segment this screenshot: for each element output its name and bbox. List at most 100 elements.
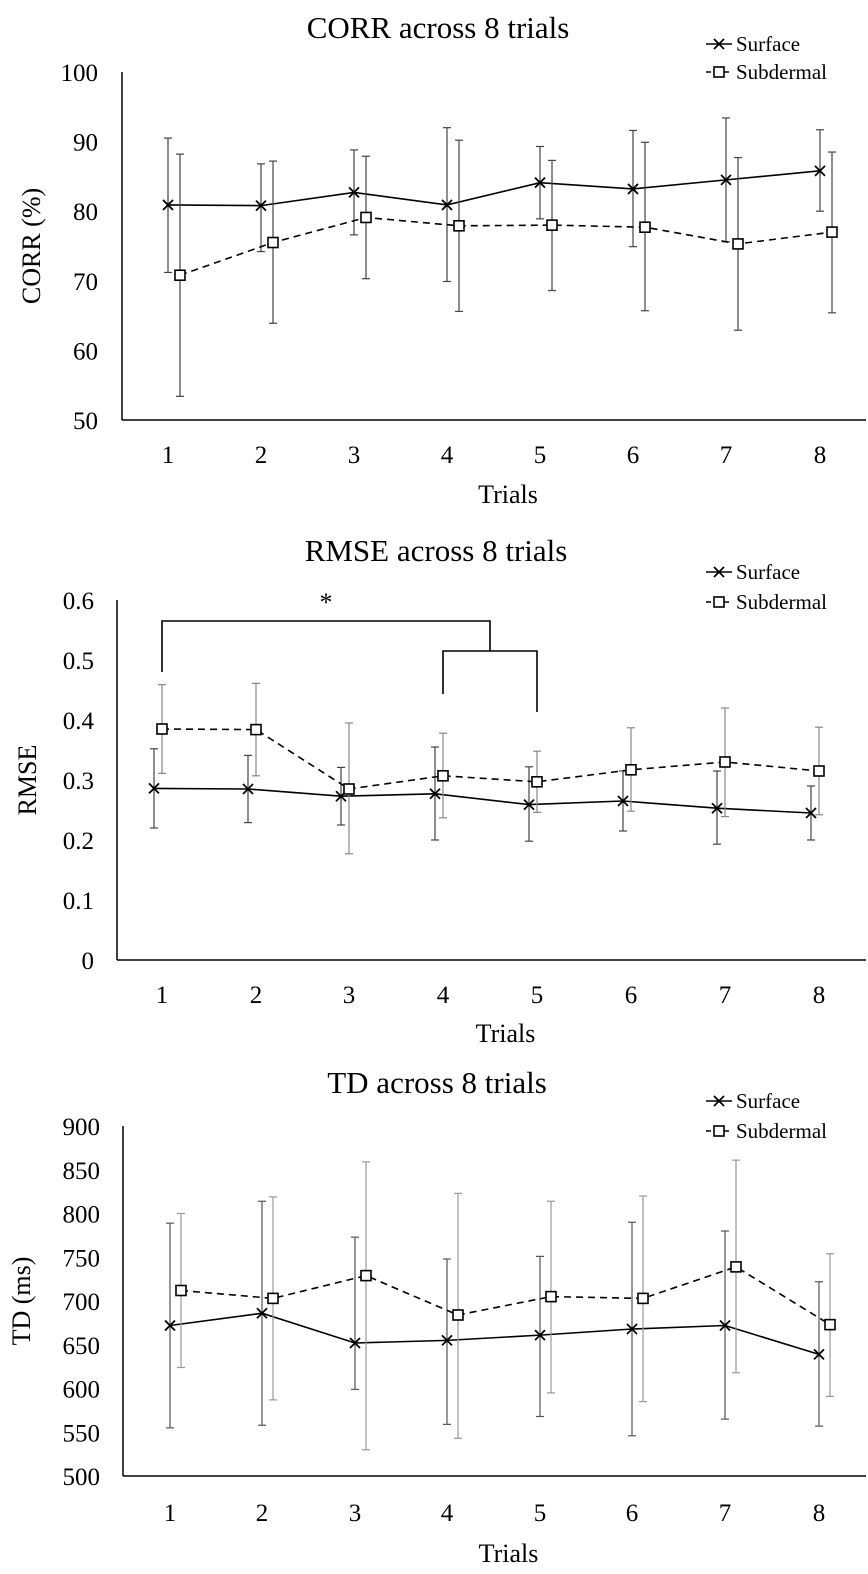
series-line-subdermal xyxy=(180,1265,831,1326)
x-axis-label: Trials xyxy=(478,480,538,509)
data-point-subdermal xyxy=(639,221,651,234)
data-point-surface xyxy=(523,798,535,811)
legend-marker-stroke-b xyxy=(713,566,725,578)
data-point-surface-stroke-b xyxy=(814,165,826,177)
y-tick-label: 0.2 xyxy=(63,828,94,855)
x-tick-label: 3 xyxy=(349,1500,362,1527)
legend-marker xyxy=(713,38,725,50)
y-tick-label: 0.3 xyxy=(63,768,94,795)
x-tick-label: 5 xyxy=(534,442,547,469)
data-point-subdermal xyxy=(545,1290,557,1303)
data-point-subdermal xyxy=(826,226,838,238)
y-tick-label: 550 xyxy=(63,1420,101,1447)
data-point-surface xyxy=(719,1319,731,1332)
error-bar-subdermal xyxy=(362,1161,370,1451)
legend-marker xyxy=(713,566,725,578)
legend-label: Subdermal xyxy=(736,1119,827,1143)
legend-marker xyxy=(713,1125,725,1137)
data-point-subdermal xyxy=(453,220,465,232)
data-point-surface-stroke-b xyxy=(805,807,817,819)
legend-marker xyxy=(713,66,725,78)
series-surface xyxy=(162,117,826,283)
x-axis-label: Trials xyxy=(476,1019,536,1048)
data-point-subdermal xyxy=(360,211,372,224)
y-tick-label: 900 xyxy=(63,1114,101,1141)
data-point-surface-stroke-b xyxy=(711,802,723,814)
x-tick-label: 3 xyxy=(343,982,356,1009)
data-point-subdermal xyxy=(719,756,731,768)
x-tick-label: 4 xyxy=(437,982,450,1009)
y-tick-label: 700 xyxy=(63,1289,101,1316)
y-tick-label: 0.1 xyxy=(63,888,94,915)
x-tick-label: 3 xyxy=(348,442,361,469)
chart-title: CORR across 8 trials xyxy=(307,10,570,45)
bracket-inner xyxy=(442,650,538,712)
data-point-surface-stroke-b xyxy=(349,1337,361,1349)
series-subdermal xyxy=(156,682,825,855)
data-point-subdermal xyxy=(156,723,168,735)
x-tick-label: 6 xyxy=(627,442,640,469)
series-subdermal xyxy=(174,139,838,397)
series-line-surface xyxy=(169,1312,820,1356)
x-tick-label: 8 xyxy=(813,1500,826,1527)
data-point-surface-stroke-b xyxy=(162,199,174,211)
chart-title: TD across 8 trials xyxy=(327,1065,547,1100)
data-point-surface-stroke-b xyxy=(348,186,360,199)
data-point-subdermal xyxy=(250,723,262,736)
y-tick-label: 650 xyxy=(63,1333,101,1360)
data-point-surface-stroke-b xyxy=(720,174,732,186)
legend-marker xyxy=(713,1095,725,1107)
series-line-subdermal xyxy=(161,728,820,790)
data-point-subdermal xyxy=(730,1261,742,1273)
x-tick-label: 2 xyxy=(256,1500,269,1527)
x-tick-label: 1 xyxy=(164,1500,177,1527)
error-bar-surface xyxy=(536,1255,544,1418)
y-axis-label: CORR (%) xyxy=(17,188,46,304)
y-tick-label: 850 xyxy=(63,1158,101,1185)
y-tick-label: 100 xyxy=(61,60,99,87)
data-point-surface-stroke-b xyxy=(523,798,535,811)
data-point-surface xyxy=(256,1307,268,1319)
legend-item-subdermal: Subdermal xyxy=(706,60,827,84)
data-point-surface-stroke-b xyxy=(719,1319,731,1332)
y-tick-label: 0 xyxy=(82,948,95,975)
data-point-surface-stroke-b xyxy=(164,1319,176,1332)
x-tick-label: 7 xyxy=(720,442,733,469)
data-point-surface xyxy=(164,1319,176,1332)
data-point-surface-stroke-b xyxy=(242,783,254,795)
data-point-subdermal xyxy=(267,236,279,249)
y-tick-label: 600 xyxy=(63,1377,101,1404)
y-tick-label: 0.5 xyxy=(63,648,94,675)
legend-item-subdermal: Subdermal xyxy=(706,1119,827,1143)
legend-item-surface: Surface xyxy=(706,32,800,56)
x-tick-label: 6 xyxy=(625,982,638,1009)
x-tick-label: 8 xyxy=(813,982,826,1009)
legend-label: Surface xyxy=(736,560,800,584)
data-point-subdermal xyxy=(813,765,825,777)
x-tick-label: 7 xyxy=(719,982,732,1009)
chart-panel-3: TD across 8 trials 500 550 600 650 700 750 800 8… xyxy=(7,1065,866,1568)
legend: Surface Subdermal xyxy=(706,1089,827,1143)
data-point-surface xyxy=(626,1323,638,1335)
data-point-subdermal xyxy=(732,238,744,250)
data-point-surface xyxy=(441,199,453,211)
y-axis-label: TD (ms) xyxy=(7,1257,36,1346)
data-point-surface xyxy=(814,165,826,177)
data-point-surface-stroke-b xyxy=(441,1334,453,1347)
y-tick-label: 80 xyxy=(73,199,98,226)
x-tick-label: 5 xyxy=(531,982,544,1009)
data-point-surface xyxy=(429,788,441,800)
significance-label: * xyxy=(320,588,333,617)
data-point-surface xyxy=(813,1348,825,1361)
series-line-surface xyxy=(167,170,821,207)
y-tick-label: 50 xyxy=(73,408,98,435)
data-point-surface xyxy=(348,186,360,199)
x-tick-label: 8 xyxy=(814,442,827,469)
data-point-surface-stroke-b xyxy=(534,177,546,189)
data-point-subdermal xyxy=(174,269,186,282)
data-point-subdermal xyxy=(343,783,355,795)
data-point-subdermal xyxy=(175,1284,187,1297)
chart-panel-2: RMSE across 8 trials 0 0.1 0.2 0.3 0.4 0.5 0.6 1… xyxy=(13,533,866,1048)
data-point-surface xyxy=(617,795,629,807)
data-point-subdermal xyxy=(360,1269,372,1282)
